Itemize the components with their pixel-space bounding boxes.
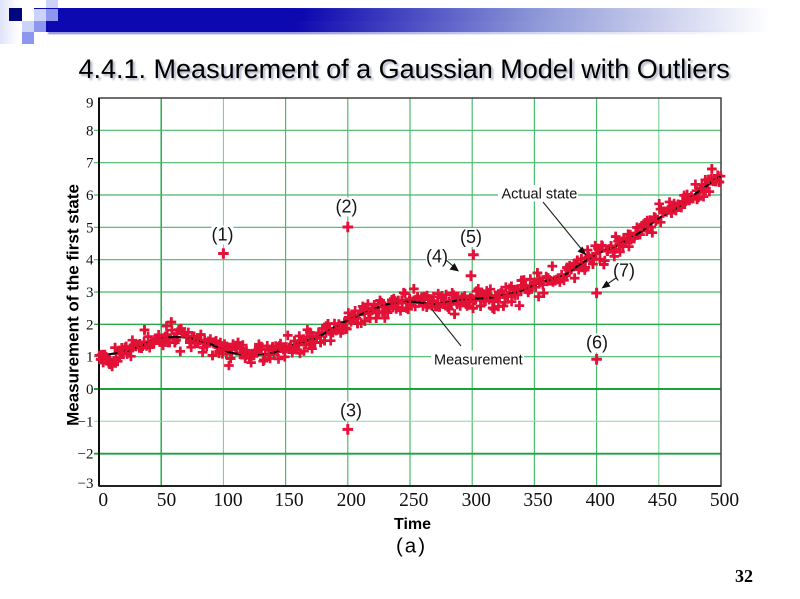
svg-text:0: 0	[98, 490, 108, 511]
svg-text:6: 6	[86, 188, 94, 204]
svg-text:300: 300	[462, 490, 491, 511]
svg-text:7: 7	[86, 156, 94, 172]
svg-text:−2: −2	[78, 447, 94, 463]
svg-text:50: 50	[157, 490, 177, 511]
svg-text:(2): (2)	[336, 197, 358, 217]
svg-text:(6): (6)	[586, 333, 608, 353]
svg-text:100: 100	[213, 490, 242, 511]
svg-text:500: 500	[710, 490, 739, 511]
svg-text:3: 3	[86, 285, 94, 301]
svg-text:150: 150	[274, 490, 303, 511]
svg-text:(5): (5)	[460, 227, 482, 247]
svg-text:4: 4	[86, 253, 94, 269]
svg-text:8: 8	[86, 123, 94, 139]
svg-text:(4): (4)	[426, 247, 448, 267]
svg-text:2: 2	[86, 317, 94, 333]
svg-text:1: 1	[86, 350, 94, 366]
svg-text:250: 250	[399, 490, 428, 511]
svg-text:Measurement of the first state: Measurement of the first state	[64, 184, 83, 426]
svg-text:450: 450	[648, 490, 677, 511]
svg-text:350: 350	[523, 490, 552, 511]
svg-text:−3: −3	[78, 476, 94, 492]
svg-text:(3): (3)	[340, 401, 362, 421]
svg-text:(1): (1)	[212, 225, 234, 245]
svg-text:−1: −1	[78, 414, 94, 430]
svg-text:5: 5	[86, 220, 94, 236]
svg-text:Actual state: Actual state	[502, 187, 578, 203]
svg-text:0: 0	[86, 382, 94, 398]
svg-text:(7): (7)	[613, 261, 635, 281]
svg-text:9: 9	[86, 96, 94, 112]
svg-text:200: 200	[337, 490, 366, 511]
svg-text:400: 400	[586, 490, 615, 511]
svg-text:Measurement: Measurement	[434, 353, 523, 369]
svg-text:Time: Time	[394, 516, 431, 533]
svg-text:(a): (a)	[396, 535, 427, 558]
